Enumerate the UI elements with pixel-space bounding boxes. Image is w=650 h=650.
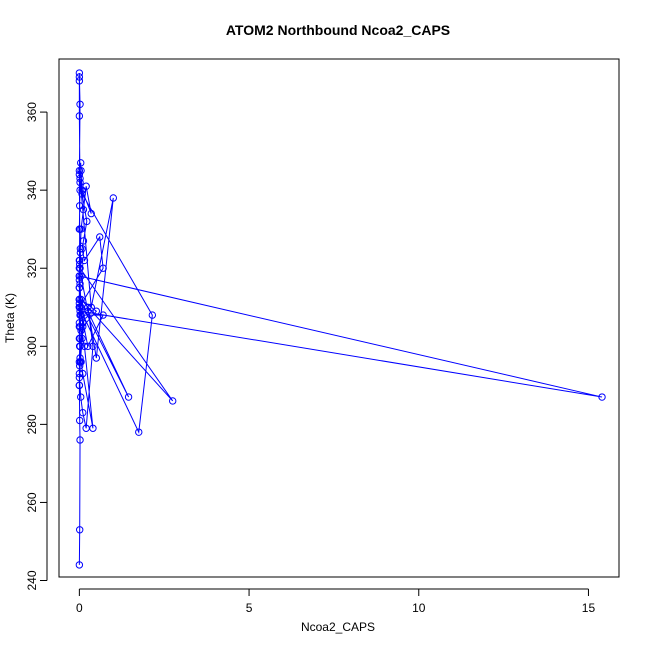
data-point xyxy=(75,77,84,85)
data-point xyxy=(79,408,87,417)
data-point xyxy=(76,280,84,288)
data-point xyxy=(84,342,92,351)
series-line-0 xyxy=(78,73,603,565)
y-tick-label-3: 300 xyxy=(25,336,39,356)
data-point xyxy=(99,264,107,272)
data-point xyxy=(75,299,84,308)
data-point xyxy=(76,178,84,187)
data-point xyxy=(79,237,88,245)
x-tick-label-2: 10 xyxy=(412,601,426,615)
data-point xyxy=(109,194,118,202)
y-axis-label: Theta (K) xyxy=(3,293,17,343)
data-point xyxy=(92,307,101,315)
data-point xyxy=(75,170,84,179)
x-axis-label: Ncoa2_CAPS xyxy=(301,620,375,634)
y-tick-label-4: 320 xyxy=(25,258,39,278)
data-point xyxy=(75,272,84,280)
chart-title: ATOM2 Northbound Ncoa2_CAPS xyxy=(226,22,450,38)
data-point xyxy=(75,256,84,265)
data-point xyxy=(124,393,133,401)
data-point xyxy=(78,334,86,343)
data-point xyxy=(75,323,84,331)
data-point xyxy=(76,248,85,257)
data-point xyxy=(77,159,85,167)
data-point xyxy=(75,69,84,77)
data-point xyxy=(99,311,107,319)
y-tick-label-5: 340 xyxy=(25,180,39,200)
data-point xyxy=(75,264,84,272)
y-tick-label-0: 240 xyxy=(25,570,39,590)
data-point xyxy=(75,166,84,175)
x-tick-label-3: 15 xyxy=(582,601,596,615)
data-point xyxy=(89,342,97,351)
data-point xyxy=(76,358,85,366)
data-point xyxy=(76,362,84,370)
axes: 0 5 10 15 240 260 280 300 320 340 360 xyxy=(25,102,595,615)
data-point xyxy=(598,393,606,401)
data-point xyxy=(78,245,86,253)
x-tick-label-1: 5 xyxy=(246,601,253,615)
data-point xyxy=(80,311,89,319)
data-point xyxy=(75,295,84,304)
data-point xyxy=(77,326,85,335)
data-point xyxy=(79,369,87,378)
data-point xyxy=(75,369,84,378)
data-point xyxy=(76,354,84,362)
data-point xyxy=(83,217,91,226)
data-point xyxy=(168,397,177,405)
data-point xyxy=(76,436,84,444)
data-point xyxy=(75,73,84,81)
data-point xyxy=(77,311,85,319)
data-point xyxy=(79,323,87,331)
data-point xyxy=(76,225,84,233)
data-point xyxy=(76,186,84,194)
data-point xyxy=(92,354,101,362)
data-point xyxy=(87,209,95,218)
y-tick-label-1: 260 xyxy=(25,492,39,512)
data-point xyxy=(78,190,86,198)
y-tick-label-6: 360 xyxy=(25,102,39,122)
data-point xyxy=(76,416,84,425)
data-point xyxy=(78,186,86,194)
data-point xyxy=(76,202,84,210)
data-point xyxy=(76,526,84,534)
data-point xyxy=(76,342,84,351)
data-point xyxy=(75,334,84,343)
data-point xyxy=(82,182,90,190)
x-tick-label-0: 0 xyxy=(76,601,83,615)
data-point xyxy=(135,428,143,436)
data-point xyxy=(75,561,84,569)
data-point xyxy=(80,342,89,351)
data-point xyxy=(76,100,84,108)
data-point xyxy=(80,256,89,265)
data-point xyxy=(75,112,84,120)
data-point xyxy=(77,393,85,401)
plot-frame xyxy=(58,58,620,578)
data-point xyxy=(89,424,97,432)
data-point xyxy=(75,381,84,390)
series-layer xyxy=(75,69,606,569)
data-point xyxy=(76,260,84,269)
data-point xyxy=(79,205,88,214)
data-point xyxy=(75,276,84,284)
data-point xyxy=(75,303,84,311)
data-point xyxy=(148,311,157,319)
y-tick-label-2: 280 xyxy=(25,414,39,434)
data-point xyxy=(76,174,84,183)
data-point xyxy=(76,307,84,315)
data-point xyxy=(96,233,104,241)
data-point xyxy=(75,284,84,292)
